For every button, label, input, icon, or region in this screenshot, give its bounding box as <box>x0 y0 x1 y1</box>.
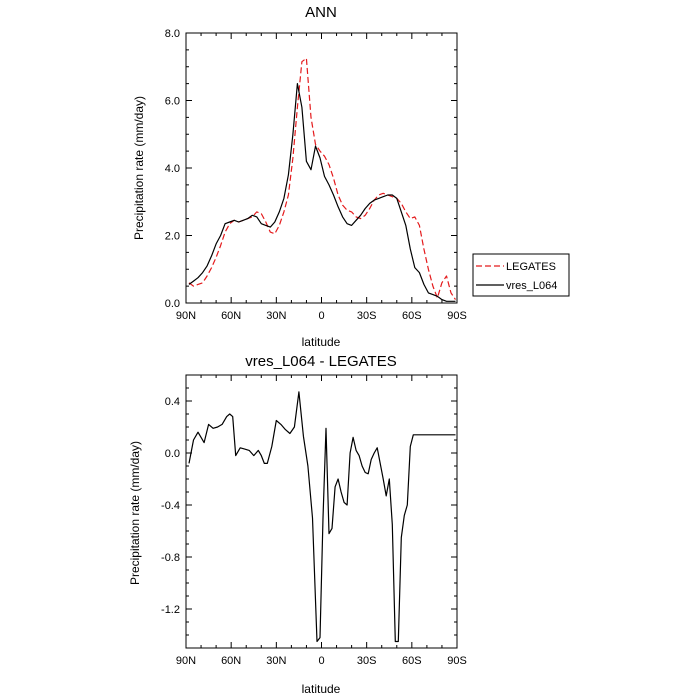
legend-label-vres: vres_L064 <box>506 280 557 292</box>
tick-marks <box>185 374 458 649</box>
x-tick-label: 90S <box>447 310 467 322</box>
x-tick-label: 30N <box>266 655 286 667</box>
y-axis-label: Precipitation rate (mm/day) <box>128 441 142 585</box>
y-tick-label: 4.0 <box>165 163 180 175</box>
panel-top: ANN 90N 60N 30N 0 30S 60S 90S 0.02.04.06.08.0 … <box>132 4 570 349</box>
series-layer <box>188 57 456 302</box>
y-tick-label: 0.0 <box>165 448 180 460</box>
panel-bottom: vres_L064 - LEGATES 90N 60N 30N 0 30S 60S 90S … <box>128 353 467 696</box>
x-tick-label: 60N <box>221 310 241 322</box>
x-tick-label: 30S <box>357 655 377 667</box>
y-tick-labels: 0.0 2.0 4.0 6.0 8.0 <box>165 28 180 310</box>
x-tick-labels: 90N 60N 30N 0 30S 60S 90S <box>176 310 467 322</box>
y-tick-label: 8.0 <box>165 28 180 40</box>
legend: LEGATES vres_L064 <box>472 253 570 297</box>
y-tick-label: 0.0 <box>165 298 180 310</box>
y-tick-label: -1.2 <box>161 604 180 616</box>
series-line-vres-l064 <box>188 82 456 302</box>
series-line-difference <box>188 391 456 643</box>
chart-title: ANN <box>305 4 337 21</box>
x-axis-label: latitude <box>302 335 341 349</box>
x-tick-label: 0 <box>318 655 324 667</box>
x-tick-label: 30N <box>266 310 286 322</box>
series-line-legates <box>188 57 456 300</box>
x-tick-label: 60N <box>221 655 241 667</box>
y-tick-label: 0.4 <box>165 396 180 408</box>
x-tick-labels: 90N 60N 30N 0 30S 60S 90S <box>176 655 467 667</box>
x-tick-label: 0 <box>318 310 324 322</box>
x-tick-label: 90N <box>176 655 196 667</box>
y-tick-label: -0.8 <box>161 552 180 564</box>
legend-box <box>472 253 570 297</box>
y-axis-label: Precipitation rate (mm/day) <box>132 96 146 240</box>
y-tick-labels: -1.2 -0.8 -0.4 0.0 0.4 <box>161 396 180 616</box>
x-tick-label: 30S <box>357 310 377 322</box>
y-tick-label: -0.4 <box>161 500 180 512</box>
series-layer <box>188 391 456 643</box>
x-tick-label: 60S <box>402 655 422 667</box>
y-tick-label: 2.0 <box>165 231 180 243</box>
legend-label-legates: LEGATES <box>506 261 556 273</box>
x-axis-label: latitude <box>302 682 341 696</box>
x-tick-label: 90S <box>447 655 467 667</box>
chart-title: vres_L064 - LEGATES <box>245 353 396 370</box>
x-tick-label: 60S <box>402 310 422 322</box>
y-tick-label: 6.0 <box>165 96 180 108</box>
tick-marks <box>185 32 458 304</box>
plot-frame <box>185 32 458 304</box>
x-tick-label: 90N <box>176 310 196 322</box>
